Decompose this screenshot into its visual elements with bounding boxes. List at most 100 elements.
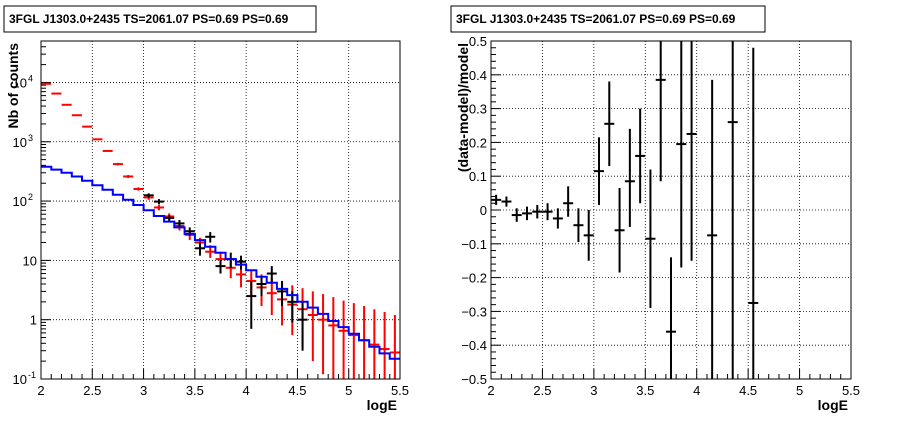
data-point bbox=[624, 128, 635, 227]
chart-panel-2: 3FGL J1303.0+2435 TS=2061.07 PS=0.69 PS=… bbox=[450, 5, 860, 413]
data-point bbox=[236, 255, 247, 270]
data-point bbox=[501, 196, 512, 207]
y-axis-label: (data-model)/model bbox=[455, 43, 471, 172]
x-tick-label: 3 bbox=[140, 383, 147, 398]
x-tick-label: 5 bbox=[345, 383, 352, 398]
y-tick-label: 0.5 bbox=[469, 34, 487, 49]
data-point bbox=[369, 309, 380, 379]
y-tick-label: 10 bbox=[13, 135, 27, 150]
y-tick-label: 10 bbox=[23, 253, 37, 268]
x-tick-label: 3.5 bbox=[636, 383, 654, 398]
x-tick-label: 5 bbox=[796, 383, 803, 398]
data-point bbox=[635, 108, 646, 204]
data-point bbox=[266, 266, 277, 284]
x-tick-label: 4.5 bbox=[739, 383, 757, 398]
data-point bbox=[41, 82, 52, 85]
data-point bbox=[748, 47, 759, 379]
data-point bbox=[318, 294, 329, 375]
plot-frame bbox=[40, 40, 401, 380]
data-point bbox=[727, 41, 738, 379]
series-3 bbox=[41, 165, 400, 360]
data-point bbox=[645, 169, 656, 309]
data-point bbox=[102, 149, 113, 152]
series-1 bbox=[491, 41, 759, 379]
data-point bbox=[359, 306, 370, 379]
x-tick-label: 5.5 bbox=[842, 383, 860, 398]
data-point bbox=[205, 232, 216, 243]
data-point bbox=[583, 210, 594, 261]
data-point bbox=[215, 260, 226, 274]
x-tick-label: 4 bbox=[243, 383, 250, 398]
data-point bbox=[655, 41, 666, 182]
data-point bbox=[511, 208, 522, 222]
y-tick-label: −0.4 bbox=[461, 338, 487, 353]
x-tick-label: 2 bbox=[37, 383, 44, 398]
y-tick-label: 0 bbox=[480, 203, 487, 218]
chart-title: 3FGL J1303.0+2435 TS=2061.07 PS=0.69 PS=… bbox=[456, 12, 736, 26]
data-point bbox=[552, 208, 563, 229]
model-step-line bbox=[41, 165, 400, 360]
data-point bbox=[143, 193, 154, 198]
y-tick-label: 0.3 bbox=[469, 102, 487, 117]
y-tick-label: 0.2 bbox=[469, 135, 487, 150]
data-point bbox=[666, 257, 676, 379]
y-tick-label: 10 bbox=[13, 75, 27, 90]
chart-title: 3FGL J1303.0+2435 TS=2061.07 PS=0.69 PS=… bbox=[9, 12, 289, 26]
x-axis-label: logE bbox=[367, 397, 397, 413]
chart-panel-1: 3FGL J1303.0+2435 TS=2061.07 PS=0.69 PS=… bbox=[3, 5, 409, 413]
y-tick-exponent: 3 bbox=[28, 133, 33, 143]
data-point bbox=[92, 138, 103, 141]
y-tick-label: −0.2 bbox=[461, 271, 487, 286]
y-tick-exponent: 4 bbox=[28, 73, 33, 83]
y-tick-label: 10 bbox=[13, 194, 27, 209]
data-point bbox=[61, 103, 72, 106]
data-point bbox=[287, 291, 298, 323]
data-point bbox=[123, 175, 134, 178]
data-point bbox=[686, 41, 697, 261]
data-point bbox=[133, 187, 144, 191]
y-tick-label: −0.5 bbox=[461, 372, 487, 387]
data-point bbox=[614, 188, 625, 273]
data-point bbox=[328, 297, 339, 379]
data-point bbox=[71, 114, 82, 117]
x-tick-label: 2.5 bbox=[83, 383, 101, 398]
x-tick-label: 4 bbox=[693, 383, 700, 398]
x-tick-label: 2 bbox=[487, 383, 494, 398]
y-tick-exponent: 2 bbox=[28, 192, 33, 202]
data-point bbox=[389, 314, 400, 379]
data-point bbox=[532, 204, 543, 219]
y-axis-label: Nb of counts bbox=[5, 43, 21, 129]
data-point bbox=[246, 280, 257, 329]
data-point bbox=[266, 278, 277, 315]
data-point bbox=[164, 215, 175, 222]
y-tick-label: 10 bbox=[13, 372, 27, 387]
data-point bbox=[491, 194, 502, 205]
x-tick-label: 3.5 bbox=[186, 383, 204, 398]
plot-area bbox=[41, 82, 400, 379]
data-point bbox=[604, 81, 615, 167]
x-axis-label: logE bbox=[818, 397, 848, 413]
data-point bbox=[563, 186, 574, 217]
data-point bbox=[594, 137, 604, 205]
data-point bbox=[573, 208, 584, 243]
data-point bbox=[307, 291, 318, 362]
x-tick-label: 5.5 bbox=[391, 383, 409, 398]
plot-area bbox=[491, 41, 759, 379]
data-point bbox=[112, 162, 123, 166]
data-point bbox=[676, 41, 687, 268]
data-point bbox=[194, 242, 205, 256]
y-tick-label: −0.3 bbox=[461, 304, 487, 319]
x-tick-label: 3 bbox=[590, 383, 597, 398]
data-point bbox=[707, 79, 718, 379]
plot-frame bbox=[490, 40, 852, 380]
chart-title-box bbox=[450, 5, 766, 33]
data-point bbox=[348, 303, 359, 379]
y-tick-label: 0.1 bbox=[469, 169, 487, 184]
data-point bbox=[277, 280, 288, 307]
chart-title-box bbox=[3, 5, 317, 33]
data-point bbox=[542, 203, 553, 221]
data-point bbox=[256, 275, 267, 297]
y-tick-exponent: -1 bbox=[28, 370, 36, 380]
data-point bbox=[153, 199, 164, 205]
